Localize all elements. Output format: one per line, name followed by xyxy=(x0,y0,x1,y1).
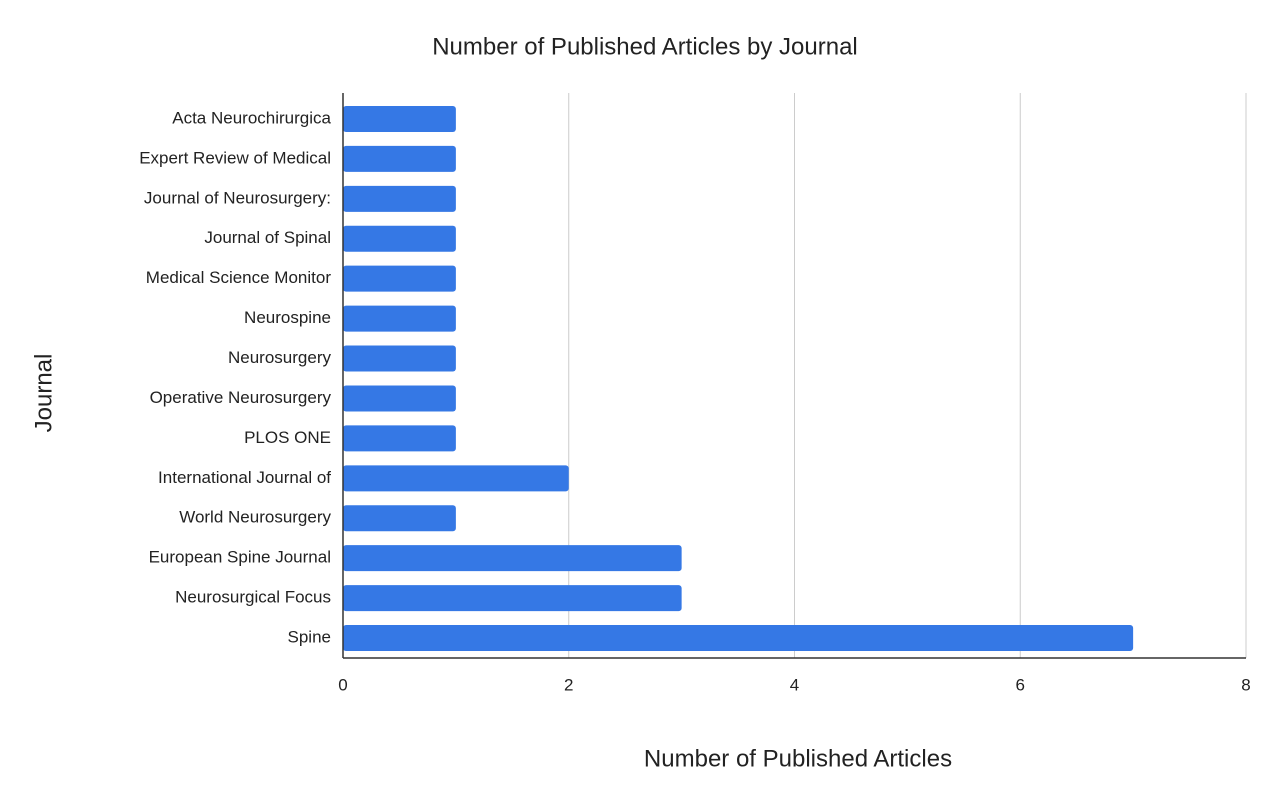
bar xyxy=(343,505,456,532)
bar xyxy=(343,185,456,212)
x-tick-label: 6 xyxy=(1016,675,1025,694)
y-tick-label: Expert Review of Medical xyxy=(139,148,331,167)
bar xyxy=(343,425,456,452)
y-tick-label: Journal of Neurosurgery: xyxy=(144,188,331,207)
bar xyxy=(343,345,456,372)
y-tick-label: European Spine Journal xyxy=(149,548,331,567)
y-tick-label: Neurosurgery xyxy=(228,348,331,367)
y-tick-label: World Neurosurgery xyxy=(179,508,331,527)
y-tick-label: Spine xyxy=(288,628,331,647)
y-tick-label: Operative Neurosurgery xyxy=(150,388,332,407)
y-tick-label: Medical Science Monitor xyxy=(146,268,332,287)
bar xyxy=(343,385,456,412)
x-tick-label: 0 xyxy=(338,675,347,694)
x-tick-label: 8 xyxy=(1241,675,1250,694)
bar xyxy=(343,585,682,612)
y-tick-label: Neurospine xyxy=(244,308,331,327)
y-axis-title: Journal xyxy=(30,354,57,433)
bar xyxy=(343,545,682,572)
y-tick-label: Journal of Spinal xyxy=(204,228,331,247)
y-tick-label: Acta Neurochirurgica xyxy=(172,108,331,127)
bar xyxy=(343,465,569,492)
bar xyxy=(343,625,1134,652)
bar xyxy=(343,145,456,172)
bar xyxy=(343,105,456,132)
y-tick-label: Neurosurgical Focus xyxy=(175,588,331,607)
y-tick-label: PLOS ONE xyxy=(244,428,331,447)
y-tick-label: International Journal of xyxy=(158,468,331,487)
x-axis-title: Number of Published Articles xyxy=(644,745,952,772)
bar xyxy=(343,305,456,332)
x-tick-label: 4 xyxy=(790,675,799,694)
x-tick-label: 2 xyxy=(564,675,573,694)
bar xyxy=(343,225,456,252)
bar xyxy=(343,265,456,292)
chart-title: Number of Published Articles by Journal xyxy=(432,33,858,60)
